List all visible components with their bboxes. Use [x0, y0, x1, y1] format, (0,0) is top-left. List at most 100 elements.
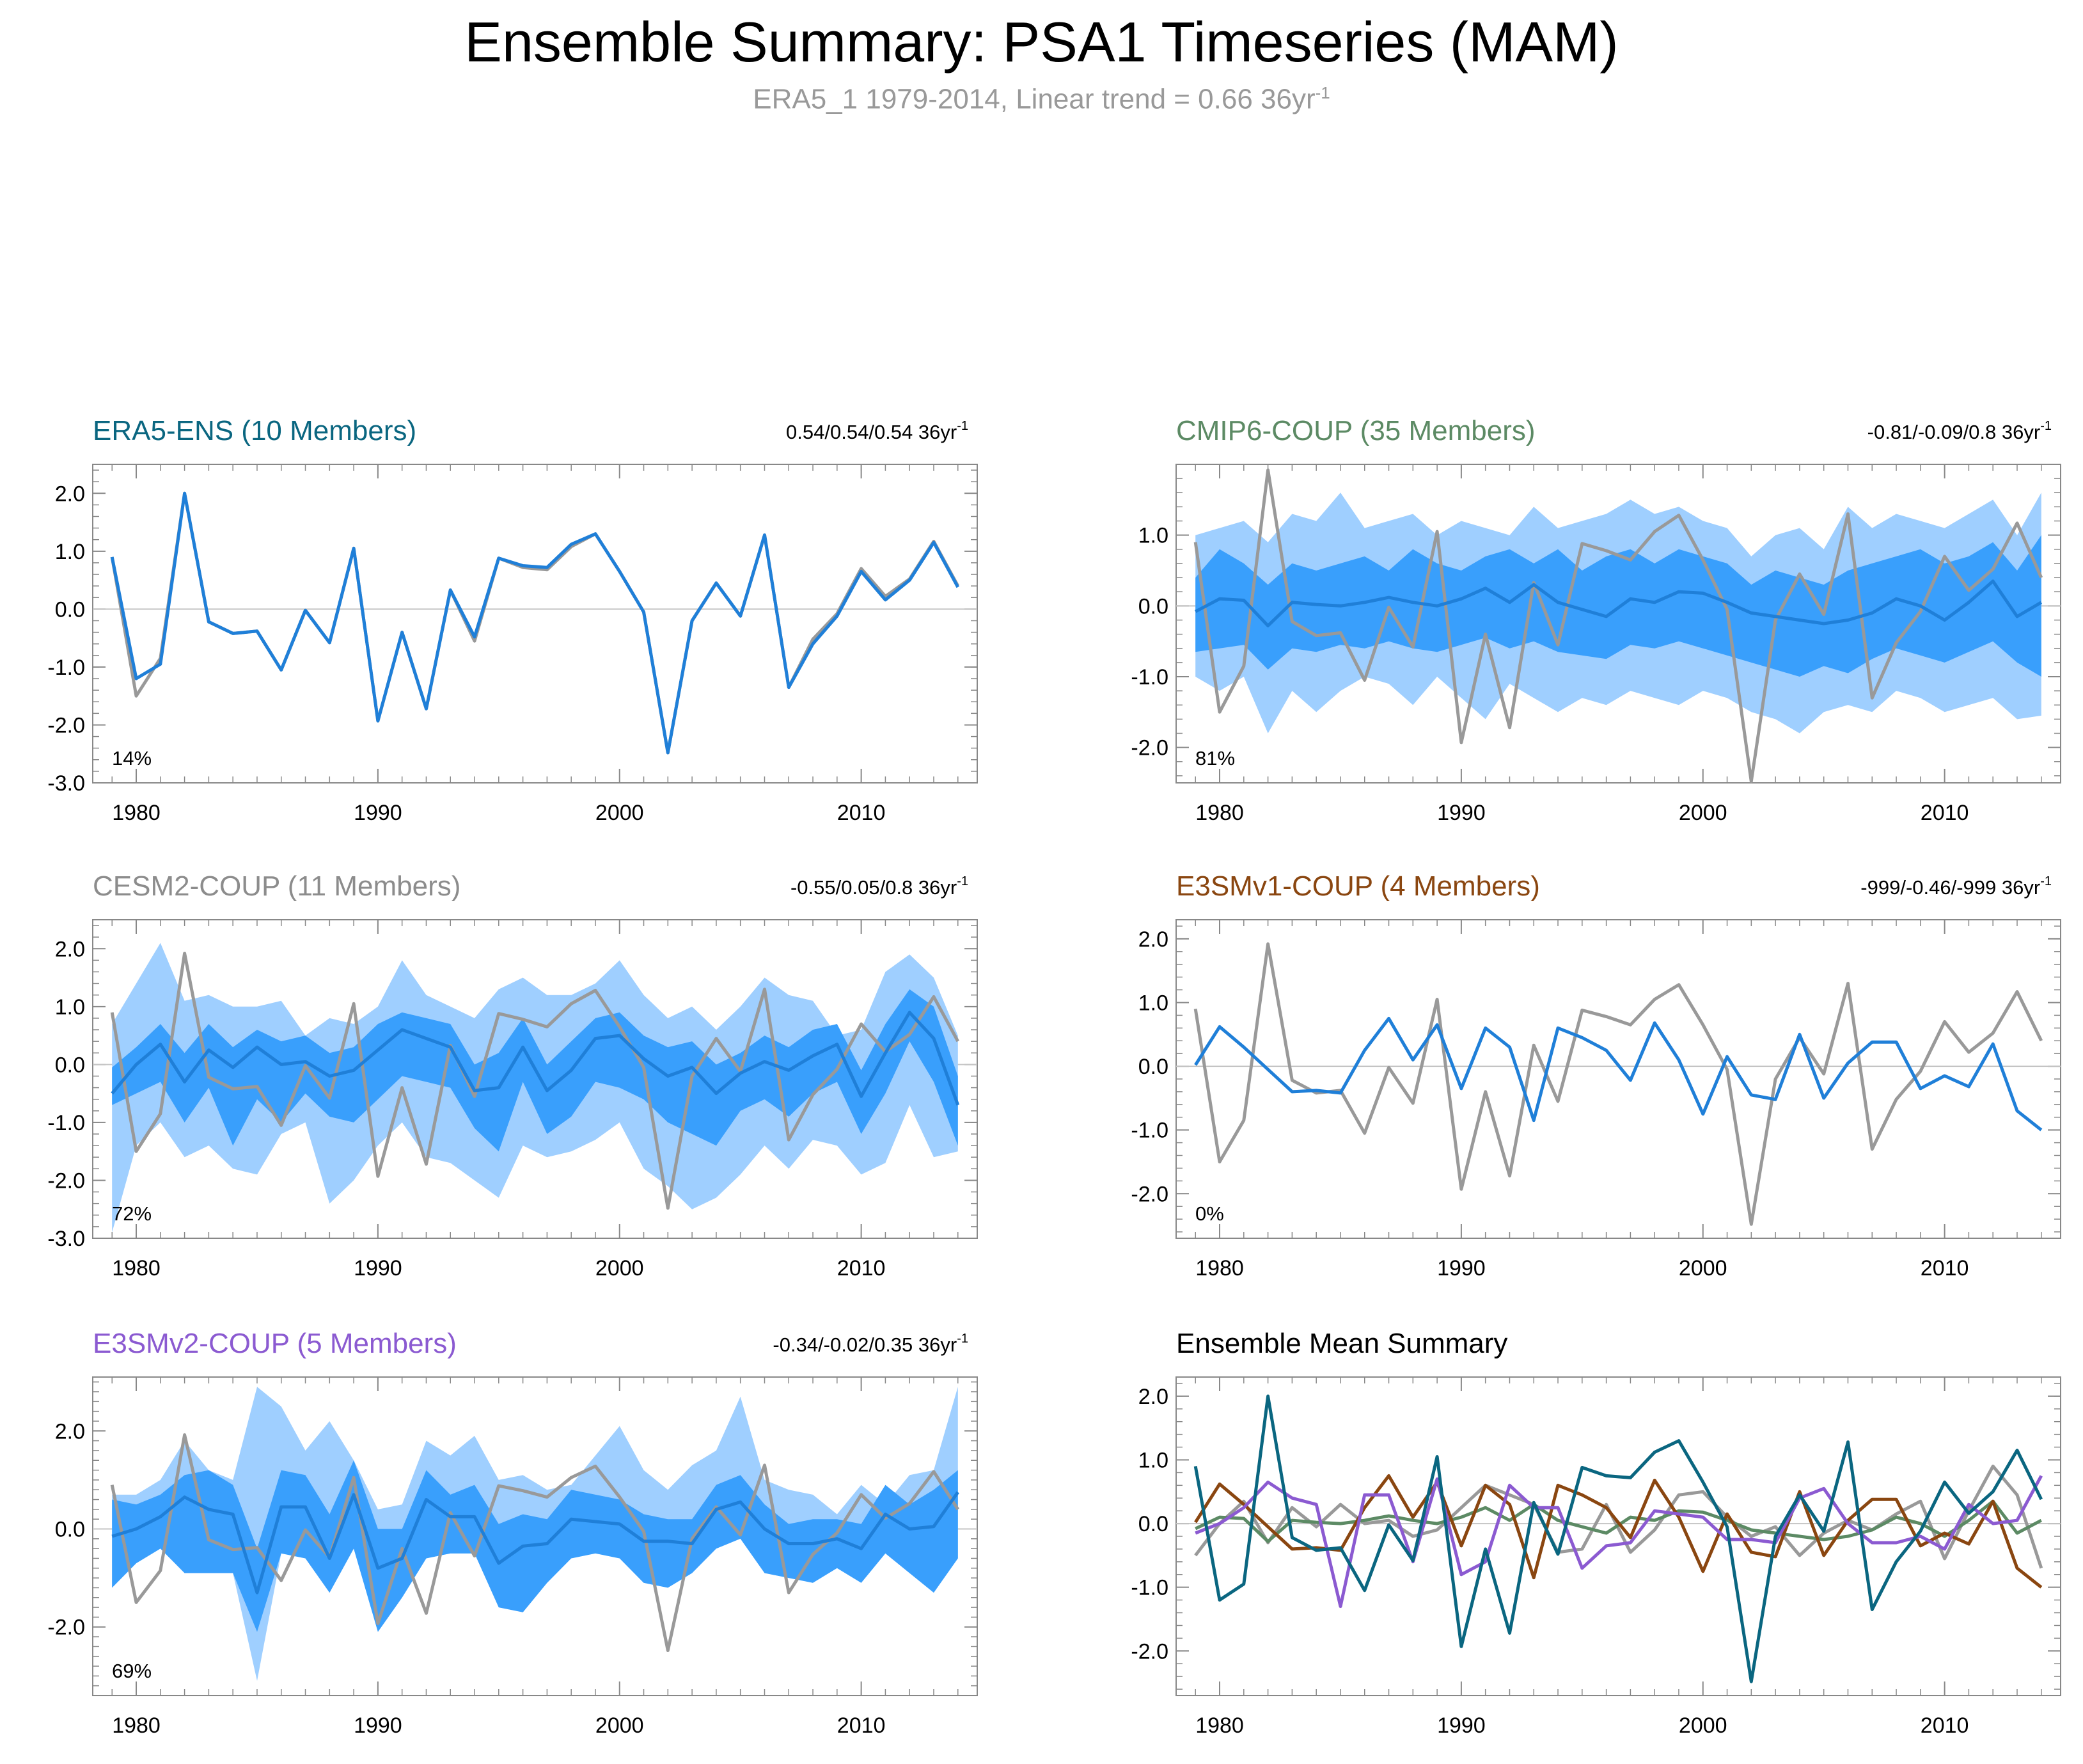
y-tick-label: -1.0: [47, 656, 85, 680]
ensemble-mean-line: [111, 1491, 959, 1595]
x-tick-label: 1990: [1437, 1256, 1486, 1280]
y-tick-label: 2.0: [1138, 927, 1168, 952]
x-tick-label: 1980: [1195, 1713, 1244, 1738]
y-tick-label: 2.0: [55, 1419, 85, 1444]
x-tick-label: 1990: [354, 1713, 402, 1738]
page-title: Ensemble Summary: PSA1 Timeseries (MAM): [464, 10, 1619, 74]
panel-e3smv1-coup: E3SMv1-COUP (4 Members) -999/-0.46/-999 3…: [1131, 870, 2061, 1280]
plot-frame: [92, 1376, 978, 1696]
x-tick-label: 1990: [1437, 801, 1486, 825]
y-tick-label: 2.0: [55, 482, 85, 506]
y-tick-label: 0.0: [1138, 1512, 1168, 1536]
trend-value: -0.55/0.05/0.8 36yr: [790, 876, 957, 899]
x-tick-label: 2000: [1679, 801, 1727, 825]
panel-title: E3SMv2-COUP (5 Members): [93, 1328, 457, 1359]
trend-label: 0.54/0.54/0.54 36yr-1: [786, 419, 968, 443]
series-line-cesm2-coup: [1194, 1464, 2043, 1569]
trend-label: -0.55/0.05/0.8 36yr-1: [790, 874, 968, 899]
observed-series-line: [1193, 942, 2043, 1226]
y-tick-label: -2.0: [1131, 1639, 1168, 1664]
trend-value: -0.34/-0.02/0.35 36yr: [773, 1334, 957, 1356]
plot-frame: [1175, 1376, 2061, 1696]
panel-cmip6-coup: CMIP6-COUP (35 Members) -0.81/-0.09/0.8 3…: [1131, 415, 2061, 825]
panel-title: E3SMv1-COUP (4 Members): [1176, 870, 1540, 902]
plot-frame: [92, 919, 978, 1239]
observed-series-line: [110, 1433, 959, 1652]
percent-label: 14%: [112, 747, 152, 769]
percent-label: 81%: [1195, 747, 1235, 769]
x-tick-label: 2010: [837, 1713, 886, 1738]
x-tick-label: 2000: [1679, 1256, 1727, 1280]
percent-label: 69%: [112, 1660, 152, 1682]
y-tick-label: 0.0: [55, 1053, 85, 1077]
x-tick-label: 1980: [112, 1713, 161, 1738]
subtitle-superscript: -1: [1315, 83, 1330, 102]
series-line-era5-ens: [1193, 1394, 2043, 1683]
ensemble-mean-line: [1195, 579, 2043, 627]
panel-title: CMIP6-COUP (35 Members): [1176, 415, 1536, 446]
x-tick-label: 1990: [354, 801, 402, 825]
y-tick-label: -2.0: [1131, 736, 1168, 760]
x-tick-label: 2000: [1679, 1713, 1727, 1738]
y-tick-label: -2.0: [1131, 1182, 1168, 1206]
percent-label: 0%: [1195, 1202, 1224, 1225]
page-subtitle: ERA5_1 1979-2014, Linear trend = 0.66 36…: [0, 83, 2083, 116]
panel-title: CESM2-COUP (11 Members): [93, 870, 460, 902]
panel-cesm2-coup: CESM2-COUP (11 Members) -0.55/0.05/0.8 36…: [47, 870, 978, 1280]
trend-label: -0.81/-0.09/0.8 36yr-1: [1867, 419, 2052, 443]
y-tick-label: 1.0: [55, 540, 85, 564]
trend-label: -0.34/-0.02/0.35 36yr-1: [773, 1332, 968, 1356]
x-tick-label: 2000: [595, 801, 644, 825]
x-tick-label: 1980: [1195, 801, 1244, 825]
y-tick-label: 2.0: [1138, 1385, 1168, 1409]
ensemble-mean-line: [110, 491, 959, 755]
series-line-e3smv1-coup: [1194, 1474, 2043, 1589]
y-tick-label: -1.0: [1131, 1576, 1168, 1600]
percent-label: 72%: [112, 1202, 152, 1225]
trend-value: -0.81/-0.09/0.8 36yr: [1867, 421, 2041, 443]
y-tick-label: 2.0: [55, 937, 85, 961]
y-tick-label: -3.0: [47, 1227, 85, 1251]
panel-ensemble-mean-summary: Ensemble Mean Summary 2.0 1.0 0.0 -1.0 -2.0 19…: [1131, 1328, 2061, 1738]
y-tick-label: 0.0: [55, 597, 85, 622]
x-tick-label: 1990: [1437, 1713, 1486, 1738]
subtitle-text: ERA5_1 1979-2014, Linear trend = 0.66 36…: [753, 83, 1316, 115]
x-tick-label: 1980: [1195, 1256, 1244, 1280]
y-tick-label: 0.0: [1138, 594, 1168, 618]
y-tick-label: 1.0: [1138, 991, 1168, 1015]
y-tick-label: 0.0: [1138, 1055, 1168, 1079]
y-tick-label: 0.0: [55, 1518, 85, 1542]
trend-value: 0.54/0.54/0.54 36yr: [786, 421, 957, 443]
observed-series-line: [1193, 468, 2043, 784]
x-tick-label: 2000: [595, 1713, 644, 1738]
panel-era5-ens: ERA5-ENS (10 Members) 0.54/0.54/0.54 36yr…: [47, 415, 978, 825]
x-tick-label: 1990: [354, 1256, 402, 1280]
panel-title: ERA5-ENS (10 Members): [93, 415, 416, 446]
trend-superscript: -1: [2040, 419, 2052, 433]
x-tick-label: 2010: [837, 801, 886, 825]
observed-series-line: [110, 952, 959, 1210]
plot-frame: [1175, 919, 2061, 1239]
x-tick-label: 2010: [837, 1256, 886, 1280]
trend-label: -999/-0.46/-999 36yr-1: [1860, 874, 2052, 899]
trend-superscript: -1: [957, 1332, 968, 1346]
trend-superscript: -1: [957, 874, 968, 888]
ensemble-mean-line: [111, 1011, 960, 1106]
y-tick-label: -1.0: [1131, 665, 1168, 689]
trend-superscript: -1: [2040, 874, 2052, 888]
ensemble-mean-line: [1194, 1016, 2043, 1131]
panel-title: Ensemble Mean Summary: [1176, 1328, 1507, 1359]
y-tick-label: -2.0: [47, 1169, 85, 1193]
y-tick-label: 1.0: [1138, 1448, 1168, 1472]
x-tick-label: 2000: [595, 1256, 644, 1280]
series-line-e3smv2-coup: [1195, 1475, 2043, 1609]
y-tick-label: 1.0: [55, 995, 85, 1020]
trend-superscript: -1: [957, 419, 968, 433]
x-tick-label: 2010: [1921, 1256, 1969, 1280]
x-tick-label: 1980: [112, 801, 161, 825]
y-tick-label: -3.0: [47, 771, 85, 796]
x-tick-label: 2010: [1921, 1713, 1969, 1738]
panel-e3smv2-coup: E3SMv2-COUP (5 Members) -0.34/-0.02/0.35 …: [47, 1328, 978, 1738]
x-tick-label: 2010: [1921, 801, 1969, 825]
